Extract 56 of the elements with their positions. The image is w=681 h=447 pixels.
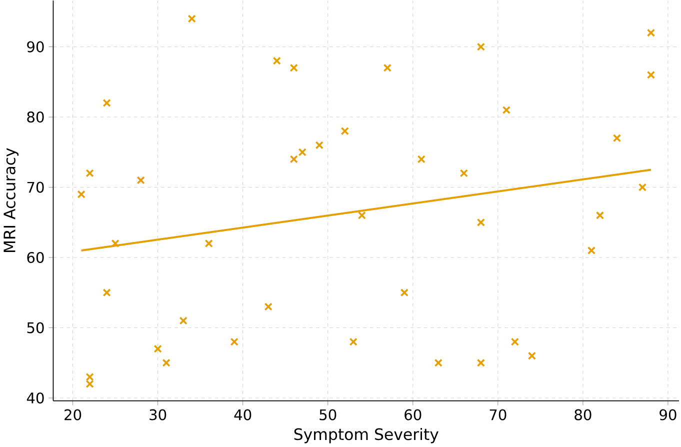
point	[638, 183, 647, 192]
y-tick-label: 80	[27, 112, 44, 123]
point	[204, 239, 213, 248]
point	[646, 70, 656, 79]
point	[358, 211, 366, 220]
point	[528, 352, 536, 360]
point	[290, 155, 298, 164]
point	[230, 338, 238, 346]
point	[290, 64, 298, 72]
point	[77, 190, 86, 198]
point	[272, 56, 281, 65]
point	[162, 358, 170, 367]
point	[476, 358, 485, 367]
point	[154, 344, 162, 353]
x-tick-label: 70	[490, 409, 506, 420]
point	[612, 134, 622, 142]
x-axis-title: Symptom Severity	[294, 428, 438, 444]
point	[460, 169, 468, 178]
point	[349, 338, 358, 346]
x-tick-label: 90	[660, 409, 676, 420]
point	[102, 288, 111, 297]
point	[510, 338, 519, 346]
point	[111, 239, 120, 248]
point	[646, 28, 656, 37]
y-tick-label: 90	[27, 41, 44, 52]
point	[86, 169, 94, 178]
point	[86, 380, 94, 388]
point	[502, 106, 510, 114]
point	[596, 211, 604, 220]
y-tick-label: 40	[26, 392, 44, 404]
point	[136, 176, 145, 184]
point	[476, 42, 485, 51]
point	[587, 246, 596, 255]
point	[400, 288, 408, 297]
point	[383, 64, 392, 72]
point	[434, 358, 442, 367]
point	[86, 372, 94, 381]
point	[476, 218, 485, 226]
point	[315, 141, 324, 150]
x-tick-label: 40	[234, 409, 252, 420]
y-tick-label: 60	[27, 252, 44, 264]
point	[264, 302, 272, 311]
y-tick-label: 50	[27, 322, 44, 334]
x-tick-label: 60	[404, 409, 422, 420]
point	[417, 155, 426, 164]
x-tick-label: 20	[64, 409, 82, 420]
y-tick-label: 70	[27, 182, 44, 193]
point	[188, 14, 196, 23]
point	[179, 316, 188, 325]
point	[340, 127, 349, 136]
x-tick-label: 30	[150, 409, 166, 420]
point	[102, 98, 111, 108]
y-axis-title: MRI Accuracy	[4, 148, 18, 252]
point	[298, 148, 306, 156]
x-tick-label: 80	[574, 409, 592, 420]
x-tick-label: 50	[320, 409, 336, 420]
